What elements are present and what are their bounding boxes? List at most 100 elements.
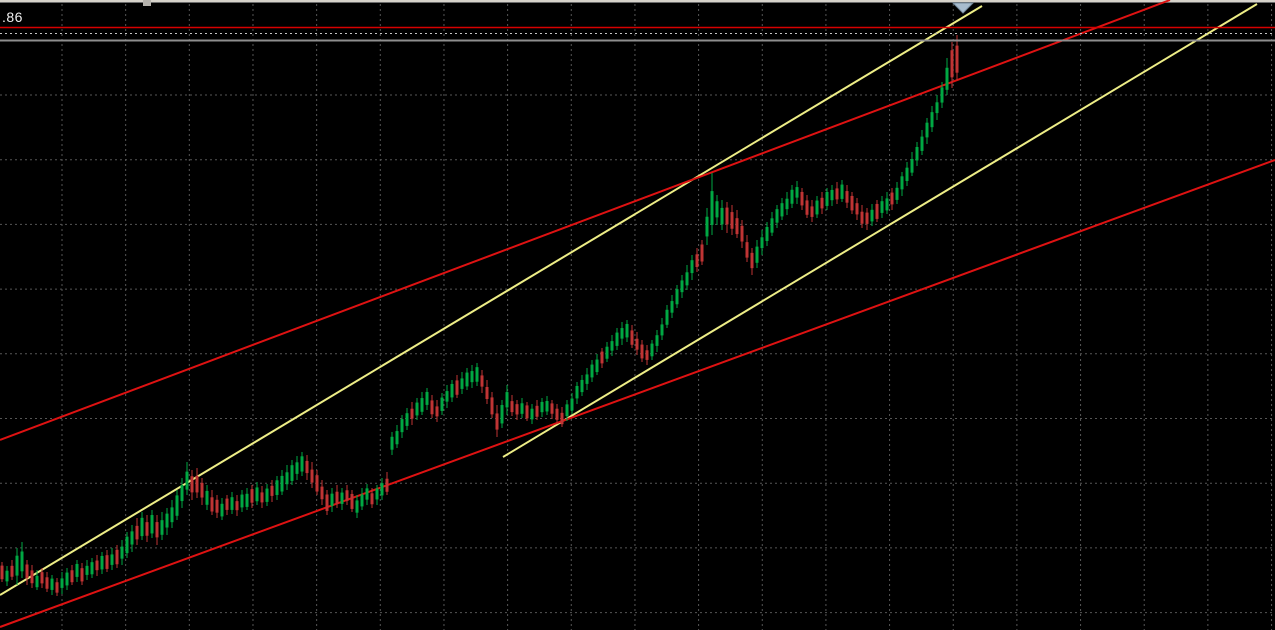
candle <box>195 468 199 498</box>
candle-body <box>770 218 774 233</box>
candle-body <box>175 495 179 516</box>
candle <box>785 192 789 215</box>
candle-body <box>275 480 279 495</box>
candle <box>295 456 299 480</box>
candle-body <box>235 501 239 511</box>
candle <box>325 490 329 515</box>
candle <box>825 188 829 210</box>
candle <box>685 265 689 290</box>
splitter-notch[interactable] <box>143 0 151 6</box>
candle <box>695 248 699 272</box>
candle <box>840 180 844 202</box>
grid-layer <box>0 4 1275 630</box>
candle <box>220 498 224 520</box>
candle-body <box>135 525 139 540</box>
trendline-red-channel-lower[interactable] <box>0 159 1275 628</box>
candle <box>350 490 354 512</box>
candle <box>80 563 84 585</box>
candle-body <box>100 555 104 570</box>
candle-body <box>470 371 474 383</box>
candle-body <box>295 462 299 474</box>
candle <box>175 490 179 520</box>
candle-body <box>495 413 499 430</box>
candle <box>955 35 959 80</box>
candle <box>650 340 654 360</box>
candle-body <box>425 391 429 405</box>
candle-body <box>580 379 584 393</box>
candle-body <box>430 400 434 415</box>
candle <box>675 285 679 308</box>
candle <box>710 173 714 235</box>
candle-body <box>775 209 779 223</box>
candle-body <box>940 87 944 103</box>
candle <box>155 515 159 545</box>
candle <box>290 460 294 485</box>
candle <box>285 465 289 490</box>
candle-body <box>405 413 409 426</box>
candle-body <box>270 485 274 496</box>
candle <box>340 488 344 510</box>
candle <box>440 393 444 415</box>
candle-body <box>140 517 144 537</box>
candle <box>530 404 534 424</box>
candle-body <box>600 351 604 364</box>
scroll-position-marker-icon[interactable] <box>951 2 975 14</box>
candle-body <box>5 570 9 582</box>
candle <box>835 182 839 204</box>
candle-body <box>525 405 529 419</box>
candle-body <box>230 497 234 510</box>
candle <box>690 255 694 280</box>
trendline-yellow-channel-left[interactable] <box>0 5 983 596</box>
candle-body <box>685 272 689 286</box>
candle <box>720 200 724 230</box>
candle <box>75 560 79 582</box>
candle-body <box>945 67 949 90</box>
candle <box>820 192 824 214</box>
candle-body <box>895 187 899 200</box>
candle <box>780 198 784 220</box>
candle <box>335 485 339 508</box>
candle <box>395 425 399 448</box>
trendline-red-channel-upper[interactable] <box>0 0 1171 441</box>
candle-body <box>605 346 609 359</box>
candle-body <box>200 482 204 498</box>
candle-body <box>40 572 44 584</box>
candle <box>905 162 909 186</box>
candle <box>625 320 629 342</box>
candle <box>930 106 934 132</box>
candle-body <box>870 209 874 222</box>
candle-body <box>620 328 624 339</box>
candle-body <box>745 242 749 258</box>
candle <box>700 240 704 265</box>
candle <box>645 345 649 365</box>
candle-body <box>505 392 509 408</box>
candle <box>415 398 419 420</box>
candle-body <box>905 167 909 181</box>
candle <box>360 488 364 510</box>
candle <box>535 400 539 420</box>
candle <box>380 478 384 500</box>
candle-body <box>250 489 254 503</box>
candle <box>30 565 34 588</box>
candle <box>90 558 94 578</box>
candle-body <box>85 565 89 575</box>
candle <box>480 370 484 393</box>
trendline-yellow-channel-right[interactable] <box>502 3 1258 458</box>
candle-body <box>565 404 569 417</box>
candle-body <box>570 398 574 411</box>
candle <box>240 490 244 512</box>
candle-body <box>760 237 764 249</box>
candle-body <box>165 513 169 528</box>
candle-body <box>460 378 464 389</box>
candle <box>510 395 514 416</box>
candle <box>425 388 429 410</box>
candle <box>405 408 409 430</box>
candle <box>45 572 49 592</box>
candle <box>915 142 919 166</box>
candle <box>945 58 949 95</box>
candle-body <box>825 191 829 206</box>
candle-body <box>385 478 389 492</box>
candle <box>390 432 394 455</box>
candle <box>665 305 669 328</box>
